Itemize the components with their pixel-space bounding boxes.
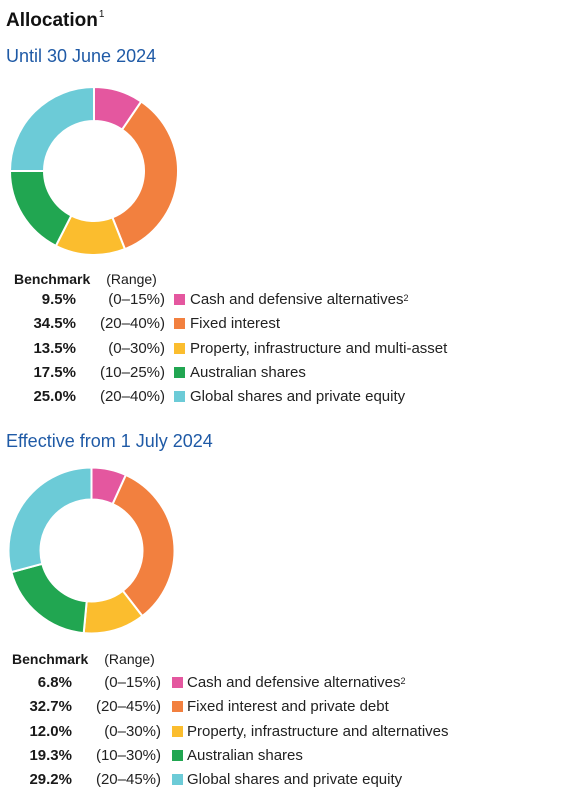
legend-swatch	[174, 366, 185, 378]
legend-label: Australian shares	[187, 746, 303, 764]
benchmark-value: 17.5%	[33, 363, 76, 381]
page-title-text: Allocation	[6, 10, 98, 31]
chart-1-title: Until 30 June 2024	[6, 46, 157, 66]
legend-row: 32.7% (20–45%) Fixed interest and private …	[0, 695, 560, 719]
legend-row: 6.8% (0–15%) Cash and defensive alternativ…	[0, 671, 560, 695]
slice-australian-shares	[8, 170, 73, 248]
footnote-marker: 2	[400, 676, 406, 686]
slice-fixed-interest	[111, 100, 179, 251]
range-value: (20–45%)	[95, 698, 161, 716]
benchmark-value: 32.7%	[29, 698, 72, 716]
legend-label: Cash and defensive alternatives2	[187, 674, 406, 691]
chart-1-legend-header: Benchmark (Range)	[14, 271, 157, 287]
range-value: (10–30%)	[95, 746, 161, 764]
benchmark-value: 9.5%	[41, 291, 76, 308]
legend-row: 34.5% (20–40%) Fixed interest	[0, 312, 560, 336]
legend-row: 12.0% (0–30%) Property, infrastructure and…	[0, 720, 560, 744]
legend-swatch	[172, 774, 183, 786]
legend-swatch	[174, 318, 185, 330]
legend-label: Global shares and private equity	[187, 771, 403, 789]
page-title: Allocation1	[6, 9, 105, 32]
legend-row: 13.5% (0–30%) Property, infrastructure and…	[0, 337, 560, 361]
range-value: (20–45%)	[95, 771, 161, 789]
slice-global-shares-and-private-equity	[8, 85, 95, 172]
slice-fixed-interest-and-private-debt	[111, 473, 176, 618]
range-value: (0–15%)	[104, 674, 161, 691]
range-value: (0–30%)	[104, 722, 161, 740]
benchmark-value: 13.5%	[33, 339, 76, 357]
range-header: (Range)	[104, 651, 155, 667]
legend-swatch	[174, 391, 185, 403]
legend-row: 29.2% (20–45%) Global shares and private e…	[0, 768, 560, 792]
legend-swatch	[172, 725, 183, 737]
legend-label: Property, infrastructure and multi-asset	[190, 339, 448, 357]
title-footnote: 1	[98, 9, 105, 20]
slice-global-shares-and-private-equity	[7, 466, 93, 574]
slice-australian-shares	[10, 562, 88, 635]
range-value: (0–30%)	[108, 339, 165, 357]
benchmark-value: 12.0%	[29, 722, 72, 740]
benchmark-value: 34.5%	[33, 315, 76, 333]
benchmark-value: 29.2%	[29, 771, 72, 789]
chart-2-legend-header: Benchmark (Range)	[12, 651, 155, 667]
legend-label: Global shares and private equity	[190, 388, 406, 406]
chart-1-donut	[8, 85, 179, 256]
legend-label: Property, infrastructure and alternative…	[187, 722, 449, 740]
legend-label: Australian shares	[190, 363, 306, 381]
range-value: (10–25%)	[99, 363, 165, 381]
benchmark-header: Benchmark	[12, 651, 89, 667]
legend-row: 19.3% (10–30%) Australian shares	[0, 744, 560, 768]
chart-2-donut	[7, 466, 176, 635]
benchmark-header: Benchmark	[14, 271, 91, 287]
legend-row: 17.5% (10–25%) Australian shares	[0, 361, 560, 385]
benchmark-value: 25.0%	[33, 388, 76, 406]
footnote-marker: 2	[403, 293, 409, 303]
legend-label: Cash and defensive alternatives2	[190, 291, 409, 308]
legend-row: 9.5% (0–15%) Cash and defensive alternativ…	[0, 288, 560, 312]
range-header: (Range)	[106, 271, 157, 287]
range-value: (20–40%)	[99, 388, 165, 406]
legend-row: 25.0% (20–40%) Global shares and private e…	[0, 385, 560, 409]
legend-swatch	[172, 701, 183, 713]
chart-2-title: Effective from 1 July 2024	[6, 431, 213, 451]
legend-swatch	[174, 294, 185, 305]
range-value: (20–40%)	[99, 315, 165, 333]
range-value: (0–15%)	[108, 291, 165, 308]
legend-swatch	[174, 342, 185, 354]
legend-label: Fixed interest	[190, 315, 281, 333]
benchmark-value: 6.8%	[37, 674, 72, 691]
legend-swatch	[172, 749, 183, 761]
legend-swatch	[172, 677, 183, 688]
legend-label: Fixed interest and private debt	[187, 698, 389, 716]
benchmark-value: 19.3%	[29, 746, 72, 764]
